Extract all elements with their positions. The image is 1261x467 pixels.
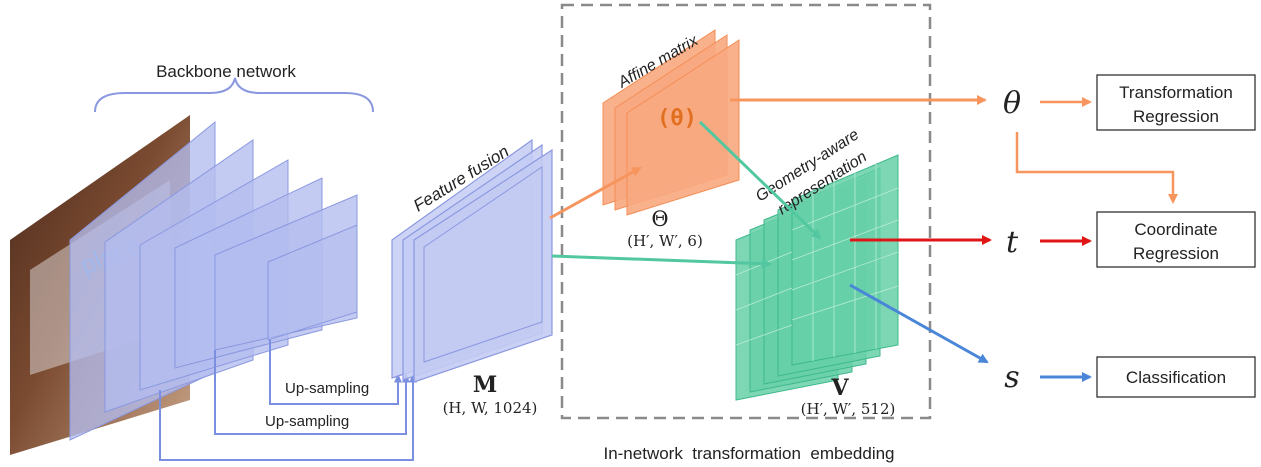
embedding-label: In-network transformation embedding bbox=[603, 444, 894, 463]
classification-box bbox=[1096, 356, 1256, 398]
affine-dims: (H′, W′, 6) bbox=[627, 232, 703, 250]
upsampling-label-2: Up-sampling bbox=[265, 413, 349, 430]
backbone-brace bbox=[94, 77, 374, 113]
geometry-planes bbox=[735, 154, 899, 401]
geometry-dims: (H′, W′, 512) bbox=[801, 400, 896, 418]
geometry-symbol: V bbox=[830, 375, 849, 401]
transformation-regression-box bbox=[1096, 74, 1256, 131]
backbone-label: Backbone network bbox=[156, 62, 296, 81]
upsampling-label-1: Up-sampling bbox=[285, 380, 369, 397]
affine-symbol: Θ bbox=[651, 207, 668, 231]
upsampling-connections bbox=[159, 340, 417, 461]
output-s: s bbox=[1004, 360, 1019, 395]
transformation-label-line2: Regression bbox=[1133, 107, 1219, 126]
arrow-to-s bbox=[849, 283, 989, 364]
feature-fusion-planes bbox=[391, 138, 553, 383]
arrow-theta-to-coordinate bbox=[1015, 132, 1178, 204]
skip-line-3 bbox=[159, 373, 417, 461]
transformation-label-line1: Transformation bbox=[1119, 83, 1233, 102]
arrow-affine-to-geometry bbox=[698, 120, 822, 240]
coordinate-label-line1: Coordinate bbox=[1134, 220, 1217, 239]
coordinate-label-line2: Regression bbox=[1133, 244, 1219, 263]
affine-matrix-planes bbox=[602, 29, 740, 216]
arrow-fusion-to-geometry bbox=[551, 254, 772, 269]
skip-line-2 bbox=[214, 350, 410, 435]
fusion-symbol: M bbox=[473, 372, 497, 398]
arrow-fusion-to-affine bbox=[549, 166, 642, 220]
classification-label: Classification bbox=[1126, 368, 1226, 387]
fusion-dims: (H, W, 1024) bbox=[443, 399, 538, 417]
skip-line-1 bbox=[269, 340, 402, 405]
backbone-feature-planes bbox=[69, 120, 358, 441]
coordinate-regression-box bbox=[1096, 211, 1256, 268]
affine-theta-box: (θ) bbox=[657, 106, 697, 131]
output-t: t bbox=[1006, 225, 1019, 260]
backbone-plane-6 bbox=[267, 224, 358, 341]
geometry-grid bbox=[735, 164, 899, 361]
output-theta: θ bbox=[1003, 86, 1021, 121]
